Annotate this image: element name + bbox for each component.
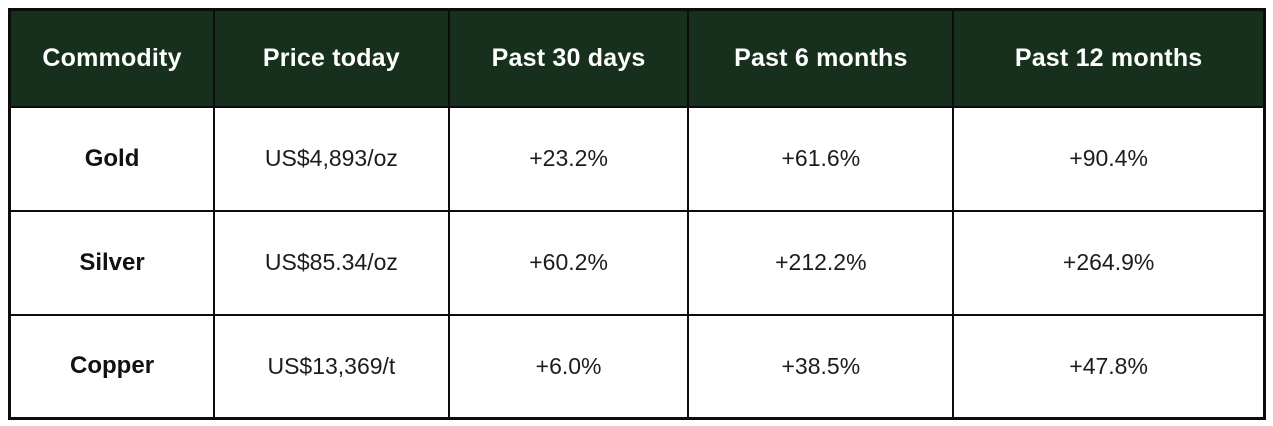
cell-gold-past-6-months: +61.6% xyxy=(687,105,955,212)
cell-gold-past-12-months: +90.4% xyxy=(952,105,1266,212)
commodity-price-table: Commodity Price today Past 30 days Past … xyxy=(8,8,1266,420)
cell-copper-price-today: US$13,369/t xyxy=(213,313,450,420)
cell-gold-price-today: US$4,893/oz xyxy=(213,105,450,212)
column-header-past-6-months: Past 6 months xyxy=(687,8,955,108)
table-row-silver: Silver US$85.34/oz +60.2% +212.2% +264.9… xyxy=(8,209,1266,316)
cell-copper-past-12-months: +47.8% xyxy=(952,313,1266,420)
column-header-past-12-months: Past 12 months xyxy=(952,8,1266,108)
table-row-gold: Gold US$4,893/oz +23.2% +61.6% +90.4% xyxy=(8,105,1266,212)
table-row-copper: Copper US$13,369/t +6.0% +38.5% +47.8% xyxy=(8,313,1266,420)
commodity-table: Commodity Price today Past 30 days Past … xyxy=(8,8,1266,420)
cell-silver-past-30-days: +60.2% xyxy=(447,209,690,316)
column-header-commodity: Commodity xyxy=(8,8,216,108)
column-header-price-today: Price today xyxy=(213,8,450,108)
cell-copper-past-6-months: +38.5% xyxy=(687,313,955,420)
cell-gold-name: Gold xyxy=(8,105,216,212)
cell-silver-name: Silver xyxy=(8,209,216,316)
column-header-past-30-days: Past 30 days xyxy=(447,8,690,108)
cell-silver-past-12-months: +264.9% xyxy=(952,209,1266,316)
cell-copper-past-30-days: +6.0% xyxy=(447,313,690,420)
table-header-row: Commodity Price today Past 30 days Past … xyxy=(8,8,1266,108)
cell-copper-name: Copper xyxy=(8,313,216,420)
cell-silver-price-today: US$85.34/oz xyxy=(213,209,450,316)
cell-silver-past-6-months: +212.2% xyxy=(687,209,955,316)
cell-gold-past-30-days: +23.2% xyxy=(447,105,690,212)
